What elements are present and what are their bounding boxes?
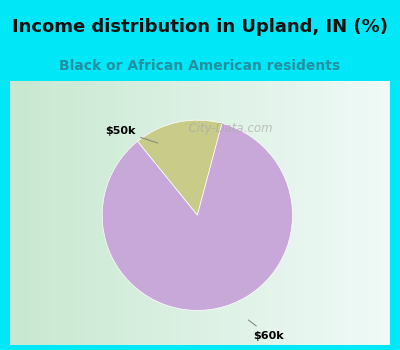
Wedge shape xyxy=(102,124,292,310)
Text: Black or African American residents: Black or African American residents xyxy=(60,58,340,72)
Text: Income distribution in Upland, IN (%): Income distribution in Upland, IN (%) xyxy=(12,18,388,36)
Wedge shape xyxy=(138,120,222,215)
Text: $60k: $60k xyxy=(248,320,284,341)
Text: $50k: $50k xyxy=(105,126,158,143)
Text: City-Data.com: City-Data.com xyxy=(181,121,272,134)
